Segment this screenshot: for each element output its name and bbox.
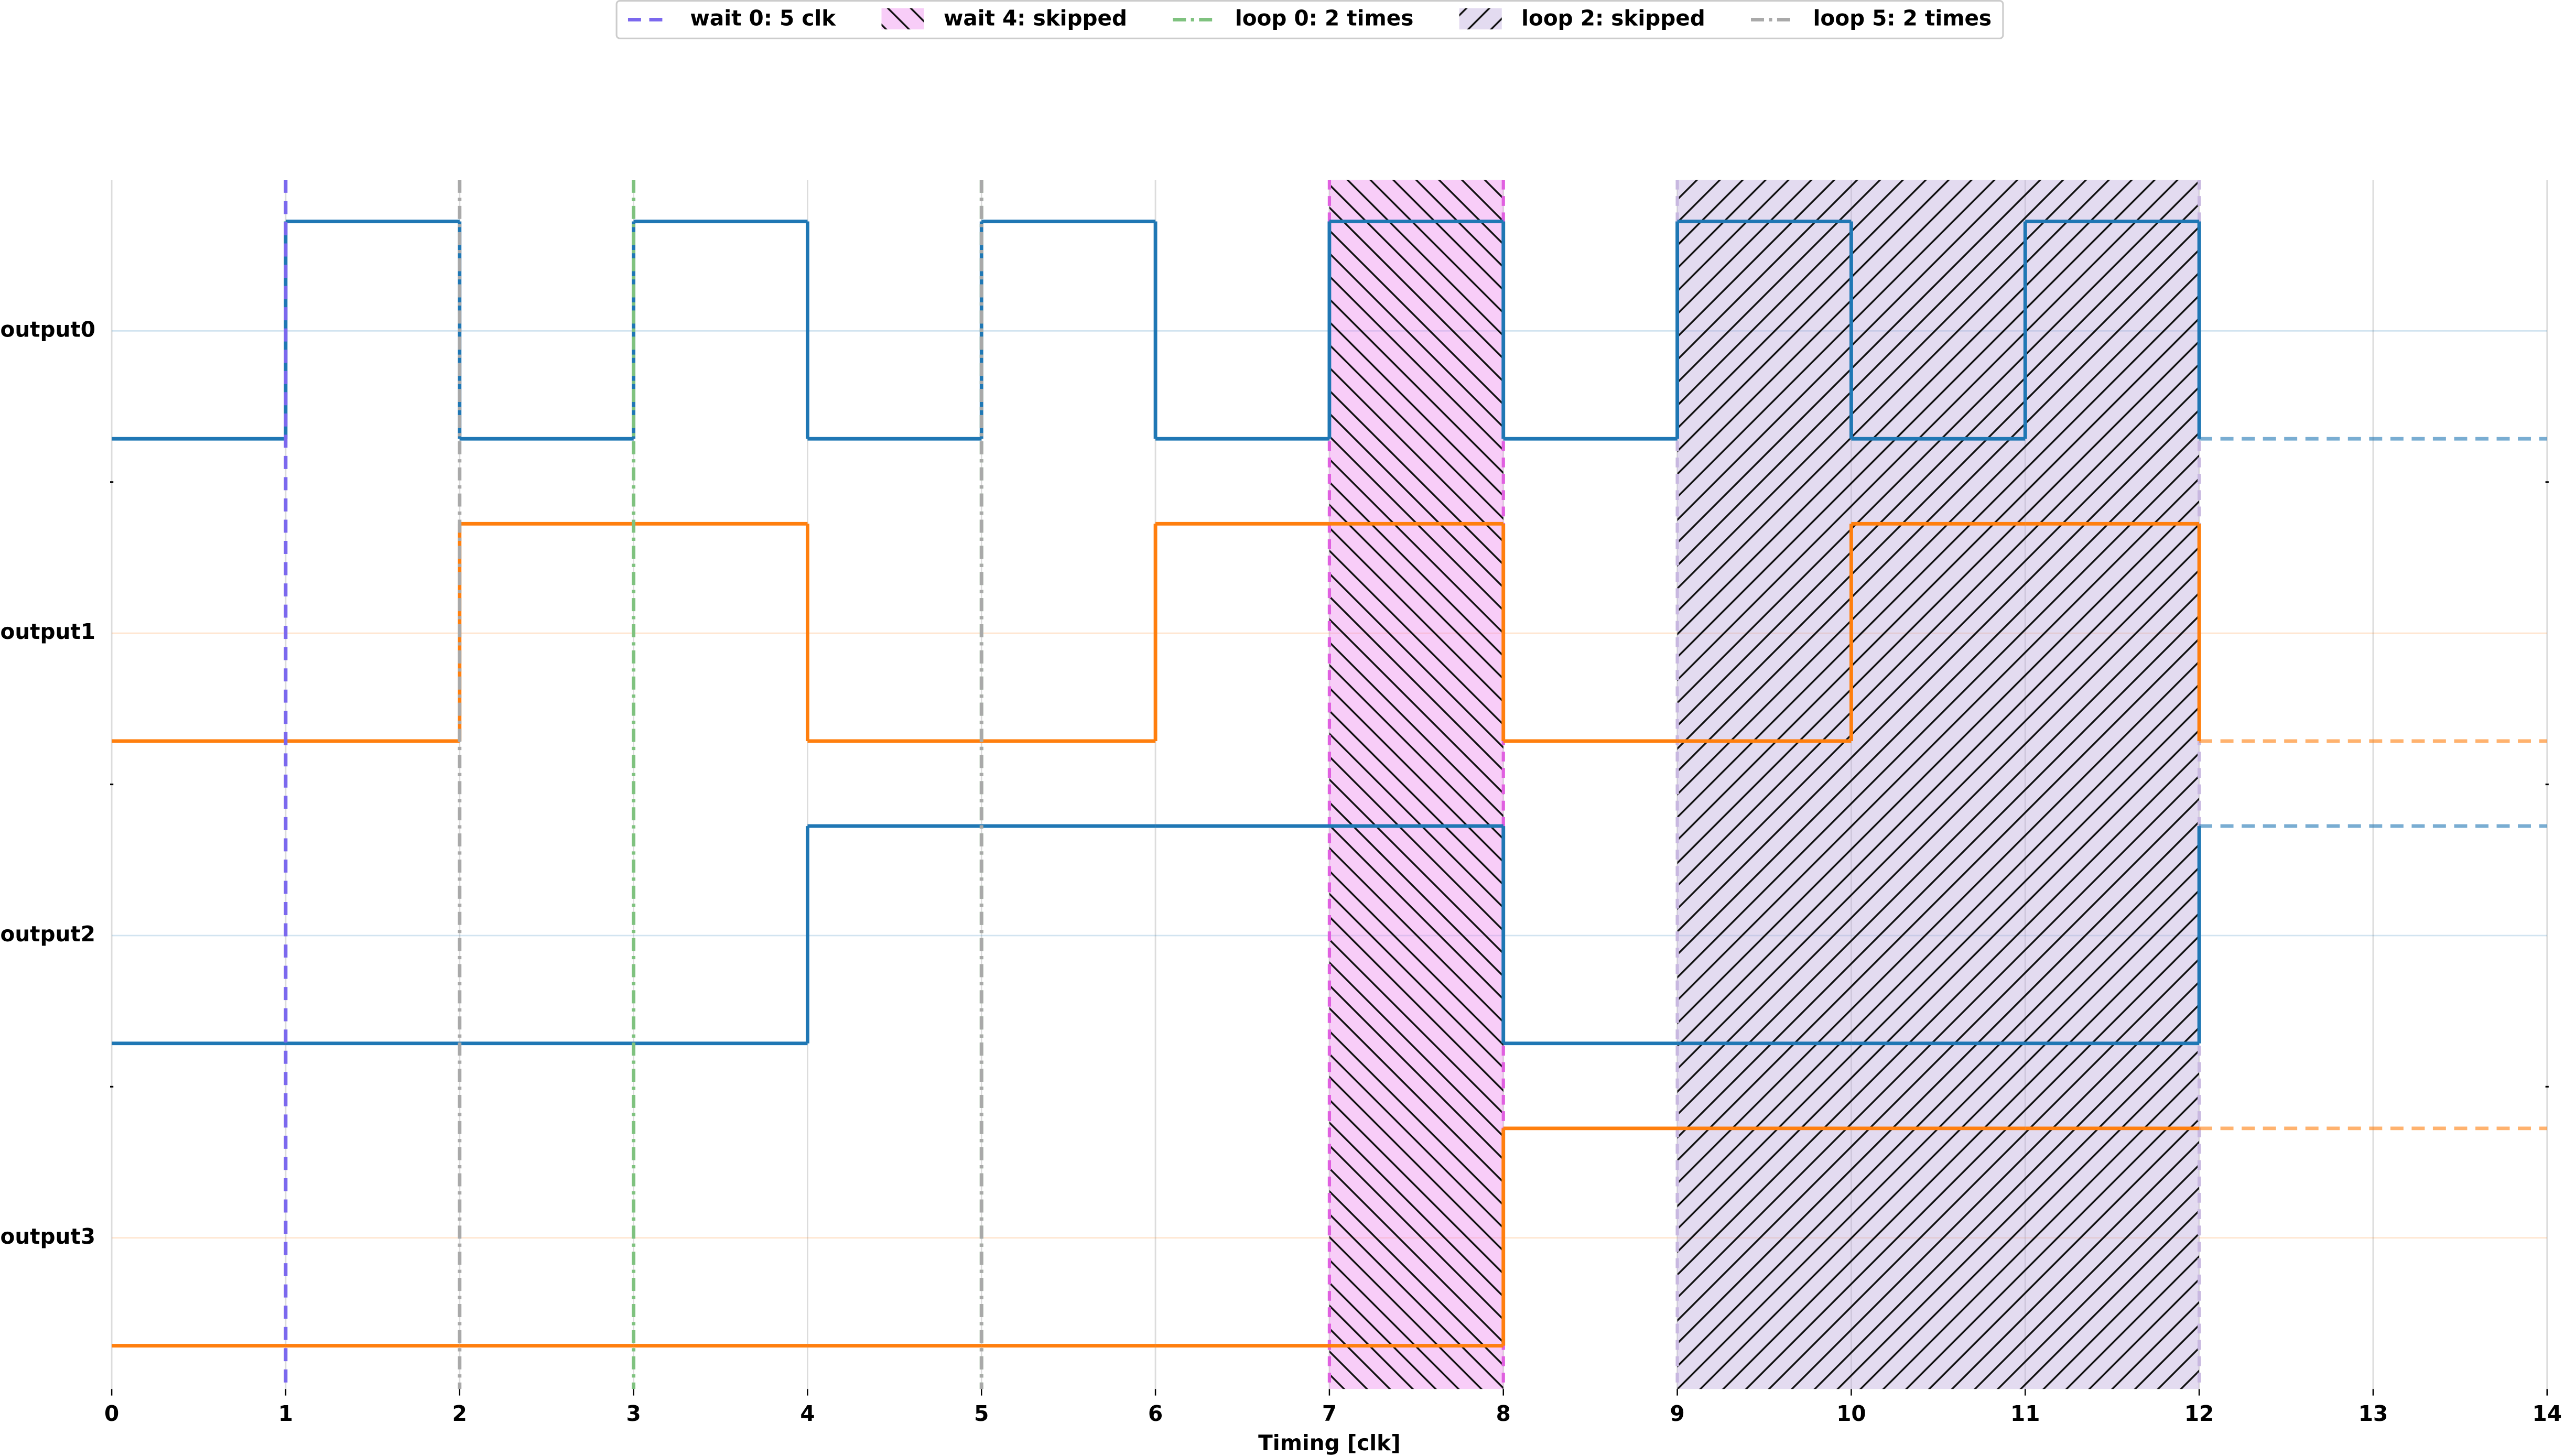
x-tick-label: 7: [1322, 1401, 1337, 1426]
legend: wait 0: 5 clk wait 4: skipped loop 0: 2 ti…: [628, 5, 1992, 30]
legend-handle: [881, 8, 924, 30]
x-tick-label: 6: [1148, 1401, 1163, 1426]
skipped-span: [1329, 179, 1503, 1389]
legend-label: wait 0: 5 clk: [690, 5, 836, 30]
y-tick-label: output3: [0, 1224, 95, 1249]
x-tick-label: 2: [452, 1401, 467, 1426]
x-tick-label: 0: [104, 1401, 119, 1426]
legend-box: [615, 0, 2004, 39]
legend-label: wait 4: skipped: [944, 5, 1127, 30]
legend-handle: [1459, 8, 1502, 30]
legend-label: loop 0: 2 times: [1235, 5, 1414, 30]
x-tick-label: 1: [278, 1401, 293, 1426]
x-axis-label: Timing [clk]: [1258, 1430, 1400, 1455]
legend-label: loop 2: skipped: [1521, 5, 1705, 30]
y-tick-label: output2: [0, 921, 95, 947]
skipped-span: [1677, 179, 2200, 1389]
x-tick-label: 3: [626, 1401, 641, 1426]
x-tick-label: 8: [1496, 1401, 1511, 1426]
x-tick-label: 13: [2359, 1401, 2388, 1426]
y-tick-label: output1: [0, 619, 95, 644]
x-tick-label: 5: [974, 1401, 989, 1426]
y-tick-label: output0: [0, 317, 95, 342]
x-tick-label: 4: [800, 1401, 815, 1426]
x-tick-label: 14: [2533, 1401, 2562, 1426]
x-tick-label: 10: [1836, 1401, 1866, 1426]
x-tick-label: 11: [2010, 1401, 2040, 1426]
x-tick-label: 9: [1670, 1401, 1684, 1426]
legend-label: loop 5: 2 times: [1813, 5, 1992, 30]
x-tick-label: 12: [2184, 1401, 2214, 1426]
